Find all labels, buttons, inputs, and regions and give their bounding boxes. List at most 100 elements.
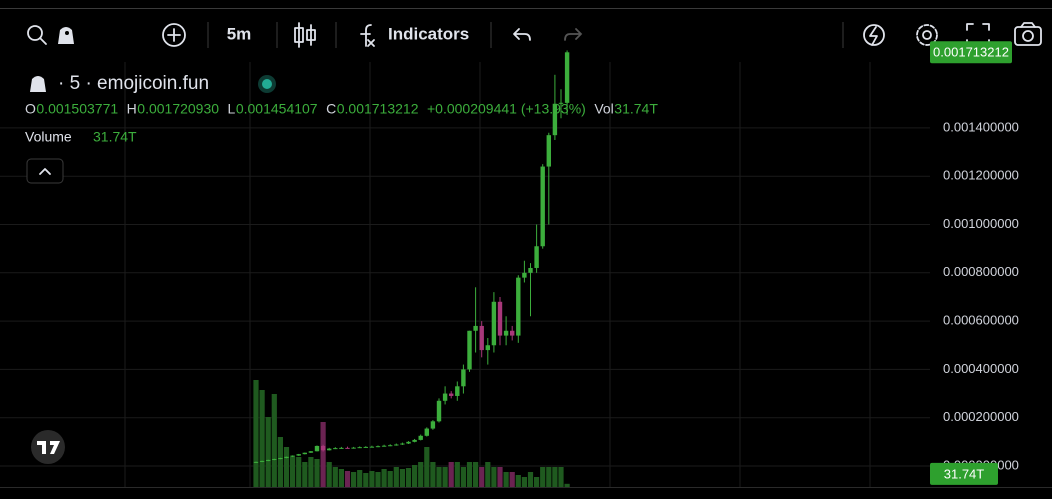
candle-body <box>272 458 277 460</box>
grid <box>0 127 930 467</box>
volume-value: 31.74T <box>93 129 137 145</box>
redo-button[interactable] <box>564 28 583 41</box>
indicators-button[interactable]: Indicators <box>360 24 469 47</box>
candle-body <box>558 102 564 104</box>
candle-body <box>314 445 320 452</box>
candle-body <box>528 267 533 273</box>
legend-key: C <box>326 101 336 117</box>
candle-body <box>278 458 283 460</box>
symbol-icon[interactable] <box>58 27 74 44</box>
fullscreen-button[interactable] <box>966 23 990 47</box>
volume-bar <box>412 465 418 487</box>
volume-bar <box>326 462 332 487</box>
candle-body <box>564 52 570 103</box>
volume-bar <box>271 394 277 487</box>
volume-bar <box>393 467 399 487</box>
volume-bar <box>290 457 296 487</box>
volume-bar <box>296 457 302 487</box>
y-tick-label: 0.001000000 <box>943 216 1019 231</box>
legend-value: 0.001503771 <box>36 101 118 117</box>
volume-bar <box>527 472 534 487</box>
legend-value: 0.001713212 <box>337 101 419 117</box>
legend-change: +0.000209441 (+13.93%) <box>427 101 586 117</box>
candle-body <box>449 393 454 396</box>
candle-body <box>296 454 301 456</box>
volume-bar <box>460 467 466 487</box>
volume-bar <box>552 467 558 487</box>
volume-bar <box>491 467 497 487</box>
interval-button[interactable]: 5m <box>227 24 252 43</box>
search-button[interactable] <box>27 25 47 45</box>
volume-bar <box>503 472 509 487</box>
legend: · 5 · emojicoin.fun O 0.001503771 H 0.00172… <box>25 73 658 184</box>
volume-bar <box>509 472 515 487</box>
candle-body <box>388 445 393 447</box>
volume-bar <box>277 437 283 487</box>
candle-body <box>412 439 417 442</box>
candle-body <box>259 460 265 462</box>
volume-bar <box>387 471 393 487</box>
compare-button[interactable] <box>162 23 186 47</box>
settings-button[interactable] <box>916 24 938 46</box>
ohlc-legend: O 0.001503771 H 0.001720930 L 0.001454107 C 0.0… <box>25 101 658 117</box>
volume-bar <box>357 470 363 487</box>
candle-body <box>333 448 338 450</box>
symbol-logo <box>30 76 46 92</box>
indicators-label: Indicators <box>388 24 469 43</box>
candle-body <box>302 452 307 455</box>
candle-body <box>461 369 466 387</box>
candle-body <box>442 393 448 401</box>
tradingview-logo[interactable] <box>31 430 65 464</box>
volume-bar <box>314 459 320 487</box>
candle-body <box>455 386 460 396</box>
toolbar: 5m Indicators <box>27 22 1042 48</box>
y-tick-label: 0.000600000 <box>943 313 1019 328</box>
last-volume-badge <box>930 462 998 485</box>
volume-bar <box>265 417 271 487</box>
candle-body <box>363 446 368 448</box>
market-status-dot <box>262 79 272 89</box>
candle-body <box>290 455 295 457</box>
candle-body <box>534 246 539 268</box>
symbol-title: · 5 · emojicoin.fun <box>58 73 209 94</box>
volume-bar <box>540 467 546 487</box>
legend-key: O <box>25 101 36 117</box>
candle-body <box>424 428 429 436</box>
candle-body <box>516 277 521 336</box>
volume-bar <box>332 467 338 487</box>
candle-body <box>351 447 356 449</box>
last-price-label: 0.001713212 <box>933 45 1009 60</box>
candle-body <box>430 421 436 429</box>
volume-bar <box>546 467 552 487</box>
candle-body <box>369 446 375 448</box>
volume-bar <box>485 462 491 487</box>
candle-body <box>394 444 399 446</box>
volume-bar <box>558 467 564 487</box>
volume-bar <box>534 477 540 487</box>
legend-value: 0.001454107 <box>236 101 318 117</box>
candle-body <box>546 135 551 167</box>
undo-button[interactable] <box>513 28 531 41</box>
y-tick-label: 0.001200000 <box>943 168 1019 183</box>
volume-bar <box>259 390 265 487</box>
candle-body <box>418 435 423 440</box>
y-tick-label: 0.001400000 <box>943 119 1019 134</box>
volume-bar <box>344 471 351 487</box>
volume-bar <box>466 462 473 487</box>
candle-body <box>320 445 326 451</box>
volume-bar <box>338 469 344 487</box>
screenshot-button[interactable] <box>1014 22 1042 46</box>
legend-key: Vol <box>594 101 613 117</box>
collapse-button[interactable] <box>26 158 64 184</box>
volume-title: Volume <box>25 129 72 145</box>
alert-button[interactable] <box>863 24 885 46</box>
legend-key: L <box>228 101 236 117</box>
volume-bar <box>473 462 479 487</box>
candle-body <box>491 301 497 346</box>
volume-bar <box>521 477 527 487</box>
volume-bar <box>436 467 442 487</box>
volume-bar <box>479 467 485 487</box>
volume-bar <box>515 475 521 487</box>
chart-type-button[interactable] <box>294 22 316 48</box>
